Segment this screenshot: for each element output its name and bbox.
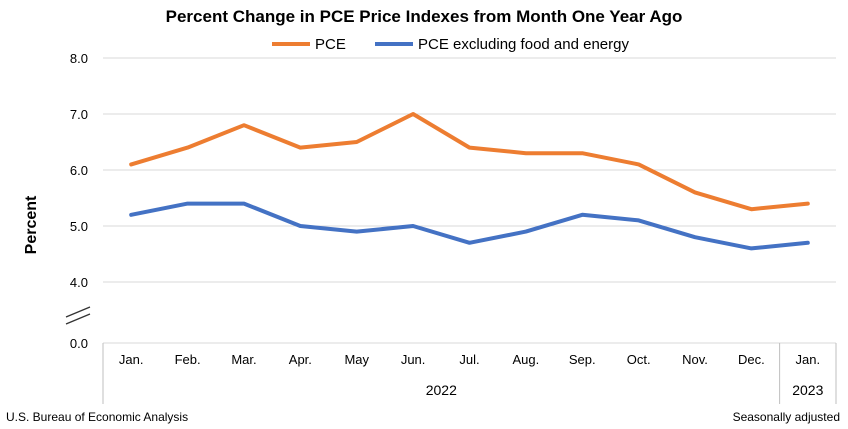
x-tick-label: Aug. <box>513 352 540 367</box>
data-point <box>298 224 302 228</box>
axis-break-stroke <box>65 313 91 325</box>
data-point <box>693 190 697 194</box>
data-point <box>355 230 359 234</box>
legend-label: PCE excluding food and energy <box>418 36 629 53</box>
data-point <box>806 202 810 206</box>
data-point <box>298 146 302 150</box>
data-point <box>806 241 810 245</box>
data-point <box>524 151 528 155</box>
y-tick-label: 7.0 <box>70 107 88 122</box>
y-tick-label: 8.0 <box>70 51 88 66</box>
data-point <box>468 146 471 150</box>
source-note: U.S. Bureau of Economic Analysis <box>6 410 188 424</box>
y-tick-label: 6.0 <box>70 163 88 178</box>
x-tick-label: Jan. <box>796 352 821 367</box>
y-tick-label: 5.0 <box>70 219 88 234</box>
data-point <box>242 202 246 206</box>
y-tick-label: 4.0 <box>70 275 88 290</box>
axis-break-stroke <box>65 306 91 318</box>
x-axis: Jan. Feb. Mar. Apr. May Jun. Jul. Aug. Sep. Oct. N… <box>102 343 837 404</box>
x-group-label: 2023 <box>792 382 823 398</box>
chart-title: Percent Change in PCE Price Indexes from… <box>166 7 683 26</box>
x-tick-label: Jun. <box>401 352 426 367</box>
legend: PCE PCE excluding food and energy <box>272 36 629 53</box>
x-tick-label: Mar. <box>231 352 256 367</box>
axis-break-marker <box>65 306 91 325</box>
x-tick-label: Sep. <box>569 352 596 367</box>
data-point <box>637 162 641 166</box>
y-axis-label: Percent <box>23 195 40 254</box>
data-point <box>468 241 471 245</box>
data-point <box>186 202 190 206</box>
data-point <box>355 140 359 144</box>
data-point <box>129 162 133 166</box>
data-point <box>411 112 415 116</box>
y-axis-ticks: 8.0 7.0 6.0 5.0 4.0 0.0 <box>70 51 88 351</box>
data-point <box>749 207 753 211</box>
y-tick-label: 0.0 <box>70 336 88 351</box>
data-point <box>580 151 584 155</box>
seasonal-note: Seasonally adjusted <box>733 410 840 424</box>
data-point <box>637 218 641 222</box>
data-point <box>242 123 246 127</box>
data-point <box>749 246 753 250</box>
data-point <box>693 235 697 239</box>
x-tick-label: Feb. <box>175 352 201 367</box>
legend-label: PCE <box>315 36 346 53</box>
x-group-label: 2022 <box>426 382 457 398</box>
series-lines <box>129 112 810 251</box>
x-tick-label: Jul. <box>459 352 479 367</box>
x-tick-label: Apr. <box>289 352 312 367</box>
series-line <box>129 112 810 212</box>
gridlines <box>103 57 836 344</box>
x-tick-label: Jan. <box>119 352 144 367</box>
x-tick-label: May <box>344 352 369 367</box>
x-tick-label: Oct. <box>627 352 651 367</box>
x-tick-label: Nov. <box>682 352 708 367</box>
data-point <box>580 213 584 217</box>
data-point <box>186 146 190 150</box>
x-tick-label: Dec. <box>738 352 765 367</box>
data-point <box>411 224 415 228</box>
data-point <box>524 230 528 234</box>
data-point <box>129 213 133 217</box>
